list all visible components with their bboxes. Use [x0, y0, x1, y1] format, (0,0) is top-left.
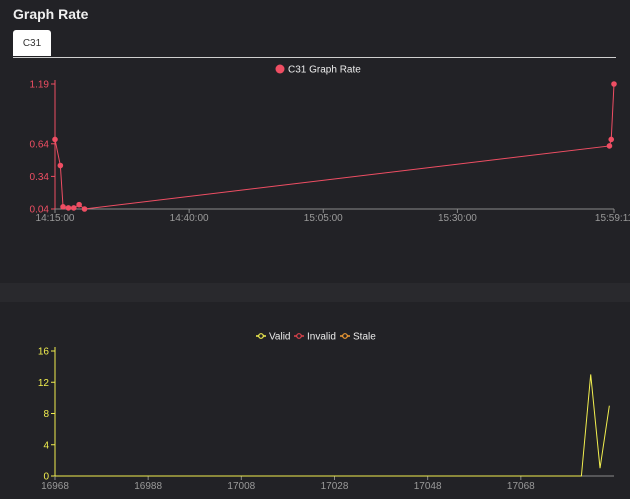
tab-c31[interactable]: C31 — [13, 30, 51, 56]
legend-label-valid: Valid — [269, 332, 291, 343]
page-title: Graph Rate — [13, 6, 89, 22]
y-tick-label: 8 — [43, 409, 49, 420]
y-tick-label: 12 — [38, 378, 50, 389]
legend-marker-invalid — [296, 333, 302, 339]
y-tick-label: 0.04 — [30, 205, 50, 216]
x-tick-label: 17068 — [507, 481, 535, 492]
tab-bar: C31 — [13, 30, 616, 58]
x-tick-label: 16968 — [41, 481, 69, 492]
legend-label-stale: Stale — [353, 332, 376, 343]
x-tick-label: 16988 — [134, 481, 162, 492]
legend-label-invalid: Invalid — [307, 332, 336, 343]
y-tick-label: 0 — [43, 472, 49, 483]
chart2-legend[interactable]: Valid Invalid Stale — [256, 332, 376, 343]
y-tick-label: 0.64 — [30, 139, 50, 150]
data-point — [606, 143, 613, 149]
legend-label-c31-graph-rate: C31 Graph Rate — [288, 65, 361, 76]
legend-marker-stale — [342, 333, 348, 339]
series-line-c31-graph-rate — [54, 83, 615, 210]
data-point — [76, 201, 82, 208]
data-point — [70, 205, 77, 211]
data-point — [81, 206, 88, 212]
y-tick-label: 16 — [38, 347, 50, 358]
section-divider — [0, 283, 630, 302]
legend-marker-valid — [258, 333, 264, 339]
data-point — [52, 136, 58, 143]
data-point — [60, 204, 66, 210]
chart1-legend[interactable]: C31 Graph Rate — [275, 64, 362, 76]
x-tick-label: 17048 — [414, 481, 442, 492]
y-tick-label: 0.34 — [30, 172, 50, 183]
x-tick-label: 15:05:00 — [304, 213, 343, 224]
x-tick-label: 14:40:00 — [170, 213, 209, 224]
x-tick-label: 15:30:00 — [438, 213, 477, 224]
legend-marker-c31-graph-rate — [275, 64, 285, 74]
y-tick-label: 1.19 — [30, 80, 50, 91]
x-tick-label: 15:59:11 — [595, 213, 630, 224]
x-tick-label: 17028 — [321, 481, 349, 492]
y-tick-label: 4 — [43, 440, 49, 451]
x-tick-label: 14:15:00 — [36, 213, 75, 224]
data-point — [611, 81, 617, 87]
series-line-valid — [55, 374, 610, 477]
data-point — [608, 136, 615, 143]
data-point — [57, 162, 64, 169]
x-tick-label: 17008 — [227, 481, 255, 492]
data-point — [65, 205, 72, 211]
